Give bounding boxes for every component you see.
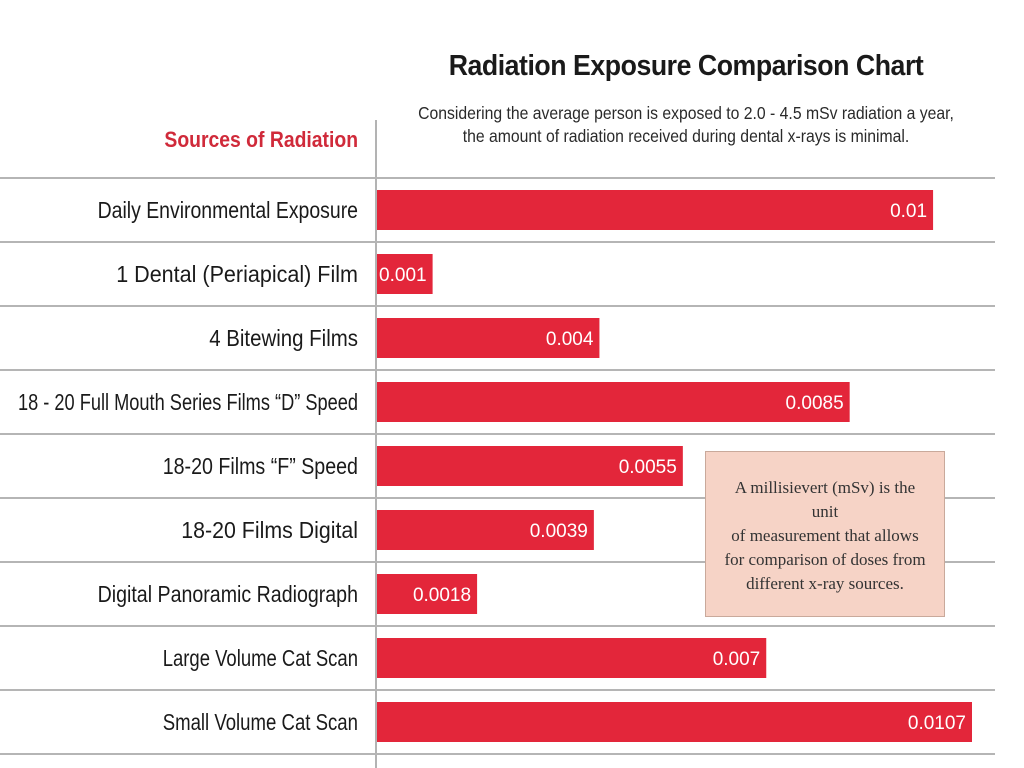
category-label: Digital Panoramic Radiograph — [98, 581, 358, 607]
bar-value-label: 0.0018 — [413, 585, 471, 606]
bar-value-label: 0.0055 — [619, 457, 677, 478]
bar-value-label: 0.001 — [379, 265, 427, 286]
note-line-3: for comparison of doses from — [724, 550, 926, 569]
subtitle-line-1: Considering the average person is expose… — [418, 103, 954, 123]
category-label: 4 Bitewing Films — [209, 325, 358, 351]
bar-value-label: 0.007 — [713, 649, 761, 670]
bar-value-label: 0.01 — [890, 201, 927, 222]
chart-subtitle: Considering the average person is expose… — [407, 102, 965, 148]
category-label: Daily Environmental Exposure — [98, 197, 358, 223]
note-line-1: A millisievert (mSv) is the unit — [734, 478, 916, 521]
category-label: Small Volume Cat Scan — [163, 709, 358, 735]
bar — [377, 254, 433, 294]
bar — [377, 446, 683, 486]
bar — [377, 638, 767, 678]
bar — [377, 382, 850, 422]
category-label: Large Volume Cat Scan — [163, 645, 358, 671]
category-label: 18-20 Films Digital — [181, 517, 358, 543]
mSv-note-box: A millisievert (mSv) is the unit of meas… — [705, 451, 945, 617]
bar — [377, 574, 478, 614]
note-line-2: of measurement that allows — [731, 526, 919, 545]
note-line-4: different x-ray sources. — [746, 574, 904, 593]
bar-value-label: 0.0039 — [530, 521, 588, 542]
category-axis-heading: Sources of Radiation — [164, 127, 358, 152]
bar — [377, 190, 934, 230]
bar-value-label: 0.0107 — [908, 713, 966, 734]
chart-title: Radiation Exposure Comparison Chart — [448, 50, 924, 82]
category-label: 18 - 20 Full Mouth Series Films “D” Spee… — [18, 389, 358, 415]
category-label: 18-20 Films “F” Speed — [163, 453, 358, 479]
bar-value-label: 0.004 — [546, 329, 594, 350]
subtitle-line-2: the amount of radiation received during … — [462, 126, 910, 146]
category-label: 1 Dental (Periapical) Film — [116, 261, 358, 287]
bar — [377, 318, 600, 358]
bar — [377, 510, 594, 550]
bar — [377, 702, 972, 742]
bar-value-label: 0.0085 — [786, 393, 844, 414]
